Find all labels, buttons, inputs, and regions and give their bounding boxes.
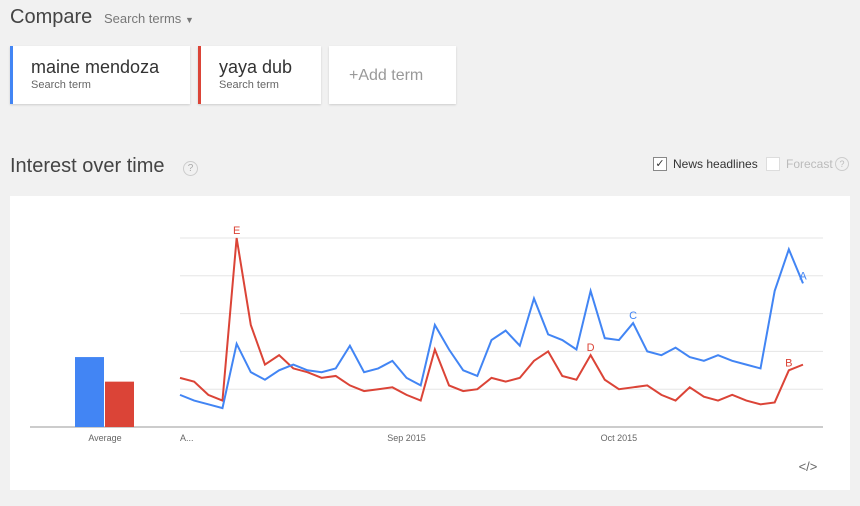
annotation-letter: B [785,357,792,369]
x-tick-label: A... [180,433,194,443]
average-bar [105,381,134,427]
forecast-label: Forecast [786,157,833,171]
annotation-letter: E [233,225,240,237]
term-name: maine mendoza [31,57,160,77]
x-tick-label: Oct 2015 [601,433,638,443]
series-line [179,246,804,410]
series-line [179,237,804,406]
help-icon[interactable]: ? [835,157,849,171]
average-bar [75,357,104,427]
forecast-checkbox[interactable] [766,157,780,171]
section-title: Interest over time [10,155,165,177]
search-terms-dropdown[interactable]: Search terms ▼ [104,11,194,26]
annotation-letter: C [629,310,637,322]
average-label: Average [88,433,121,443]
add-term[interactable]: +Add term [329,46,456,104]
term-sublabel: Search term [31,79,91,91]
annotation-letter: D [587,342,595,354]
page-title: Compare [10,6,93,28]
term-card[interactable]: maine mendoza Search term [10,46,190,104]
help-icon[interactable]: ? [183,161,198,176]
news-checkbox[interactable]: ✓ [653,157,667,171]
add-term-label: +Add term [349,67,424,84]
term-card[interactable]: yaya dub Search term [198,46,321,104]
x-tick-label: Sep 2015 [387,433,426,443]
term-name: yaya dub [219,57,293,77]
term-sublabel: Search term [219,79,279,91]
embed-icon[interactable]: </> [799,459,818,474]
news-label: News headlines [673,157,758,171]
annotation-letter: A [799,270,807,282]
dropdown-label: Search terms [104,11,182,26]
